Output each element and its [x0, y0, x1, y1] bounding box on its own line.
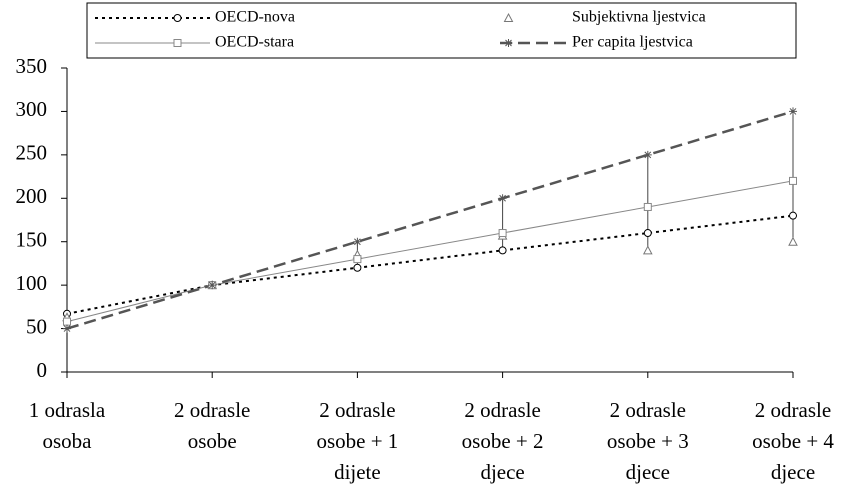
- marker: [208, 281, 217, 290]
- marker: [353, 255, 362, 264]
- legend-marker: [173, 39, 182, 47]
- x-tick-label: 2 odrasle: [174, 398, 250, 422]
- y-tick-label: 350: [16, 54, 48, 78]
- marker: [63, 317, 71, 326]
- legend-marker: [504, 39, 513, 47]
- legend-marker: [503, 12, 514, 22]
- y-tick-label: 200: [16, 184, 48, 208]
- legend-label: OECD-nova: [215, 9, 295, 26]
- legend-label: Per capita ljestvica: [572, 34, 693, 51]
- legend-marker: [173, 14, 182, 22]
- marker: [789, 107, 797, 116]
- x-tick-label: osobe + 2: [462, 429, 544, 453]
- legend-label: Subjektivna ljestvica: [572, 9, 706, 26]
- y-tick-label: 100: [16, 271, 48, 295]
- x-tick-label: osobe + 3: [607, 429, 689, 453]
- x-tick-label: 2 odrasle: [319, 398, 395, 422]
- y-tick-label: 150: [16, 228, 48, 252]
- series-line: [66, 110, 794, 330]
- marker: [353, 237, 362, 246]
- marker: [353, 263, 362, 272]
- marker: [789, 176, 797, 185]
- x-tick-label: osoba: [43, 429, 93, 453]
- marker: [643, 229, 652, 238]
- y-tick-label: 0: [37, 358, 48, 382]
- legend-label: OECD-stara: [215, 34, 294, 51]
- x-tick-label: 2 odrasle: [610, 398, 686, 422]
- marker: [642, 245, 653, 255]
- x-tick-label: osobe: [188, 429, 237, 453]
- x-tick-label: osobe + 4: [752, 429, 834, 453]
- legend-box: [86, 2, 797, 59]
- y-tick-label: 300: [16, 97, 48, 121]
- marker: [643, 150, 652, 159]
- marker: [789, 211, 797, 220]
- y-tick-label: 250: [16, 141, 48, 165]
- marker: [498, 229, 507, 238]
- y-tick-label: 50: [26, 314, 47, 338]
- marker: [643, 202, 652, 211]
- x-tick-label: 2 odrasle: [464, 398, 540, 422]
- marker: [498, 194, 507, 203]
- x-tick-label: 1 odrasla: [29, 398, 106, 422]
- x-tick-label: 2 odrasle: [755, 398, 831, 422]
- x-tick-label: djece: [480, 460, 524, 484]
- x-tick-label: osobe + 1: [316, 429, 398, 453]
- x-tick-label: dijete: [334, 460, 381, 484]
- x-tick-label: djece: [771, 460, 815, 484]
- series-line: [66, 180, 794, 323]
- x-tick-label: djece: [626, 460, 670, 484]
- marker: [788, 236, 798, 246]
- marker: [63, 324, 71, 333]
- series-line: [66, 214, 794, 315]
- marker: [498, 246, 507, 255]
